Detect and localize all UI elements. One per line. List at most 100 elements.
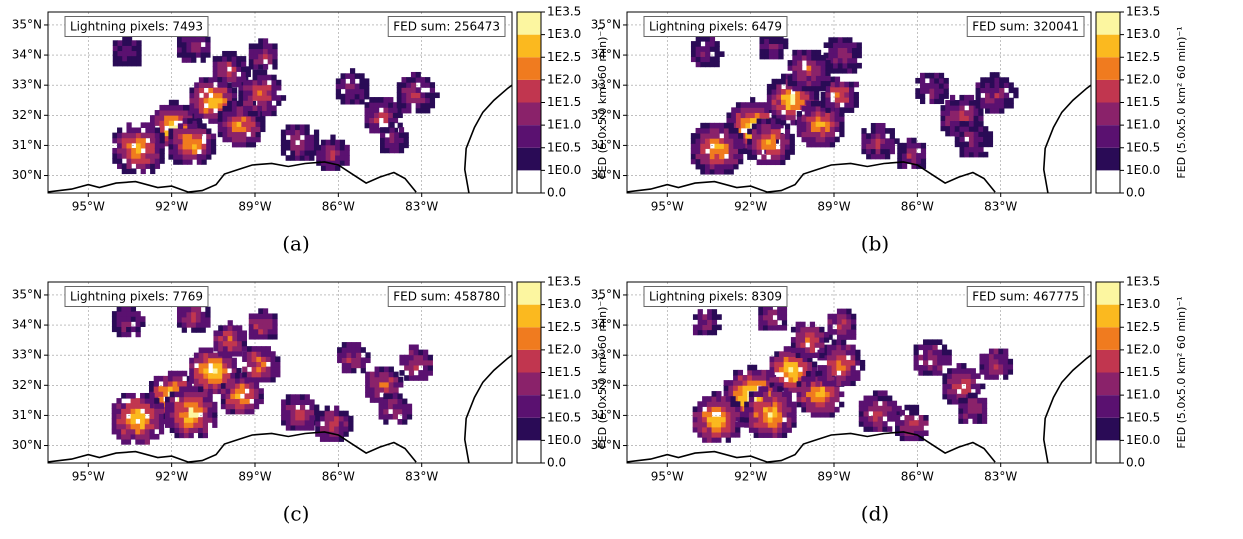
fed-pixel <box>826 344 833 351</box>
fed-pixel <box>826 375 833 381</box>
fed-pixel <box>121 326 127 333</box>
fed-pixel <box>144 423 150 430</box>
fed-pixel <box>987 131 994 137</box>
fed-pixel <box>136 40 142 46</box>
fed-pixel <box>188 406 194 413</box>
fed-pixel <box>208 102 214 109</box>
fed-pixel <box>183 115 189 121</box>
fed-pixel <box>168 148 174 155</box>
y-tick-label: 34°N <box>591 48 621 62</box>
fed-pixel <box>934 98 940 105</box>
fed-pixel <box>846 318 852 325</box>
fed-pixel <box>369 397 376 403</box>
fed-pixel <box>697 329 703 336</box>
fed-pixel <box>987 141 994 148</box>
fed-pixel <box>329 436 335 442</box>
fed-pixel <box>959 141 965 148</box>
fed-pixel <box>970 373 976 379</box>
fed-pixel <box>267 333 273 340</box>
fed-pixel <box>810 396 816 403</box>
fed-pixel <box>281 414 287 421</box>
fed-pixel <box>290 124 296 131</box>
fed-pixel <box>173 115 179 121</box>
fed-pixel <box>116 321 122 327</box>
fed-pixel <box>815 381 821 387</box>
fed-pixel <box>791 416 797 423</box>
fed-pixel <box>954 131 960 137</box>
fed-pixel <box>253 333 259 340</box>
fed-pixel <box>186 36 192 43</box>
fed-pixel <box>1007 363 1014 370</box>
fed-pixel <box>719 51 725 57</box>
fed-pixel <box>265 376 271 383</box>
colorbar-tick-label: 1E2.0 <box>1126 72 1160 86</box>
fed-pixel <box>847 62 853 69</box>
fed-pixel <box>937 370 943 376</box>
fed-pixel <box>402 413 408 420</box>
fed-pixel <box>972 418 978 424</box>
fed-pixel <box>806 54 812 61</box>
fed-pixel <box>253 48 259 55</box>
fed-pixel <box>230 393 236 399</box>
fed-pixel <box>222 116 228 122</box>
fed-pixel <box>772 401 778 408</box>
colorbar-tick-label: 1E2.0 <box>1126 342 1160 356</box>
fed-pixel <box>829 121 836 127</box>
fed-pixel <box>135 408 141 414</box>
fed-pixel <box>826 380 833 387</box>
fed-pixel <box>153 380 159 387</box>
fed-pixel <box>402 403 408 410</box>
fed-pixel <box>329 410 335 417</box>
fed-pixel <box>140 163 146 169</box>
fed-pixel <box>285 414 292 421</box>
fed-pixel <box>393 387 399 393</box>
fed-pixel <box>335 149 341 156</box>
fed-pixel <box>841 375 847 381</box>
fed-pixel <box>182 133 188 140</box>
fed-pixel <box>212 417 218 423</box>
fed-pixel <box>217 362 223 369</box>
fed-pixel <box>705 138 711 144</box>
fed-pixel <box>116 413 122 420</box>
fed-pixel <box>959 110 965 116</box>
fed-pixel <box>942 378 948 385</box>
fed-pixel <box>800 342 806 348</box>
fed-pixel <box>205 316 211 323</box>
fed-pixel <box>231 111 238 117</box>
fed-pixel <box>365 371 371 378</box>
fed-pixel <box>733 127 739 134</box>
fed-pixel <box>723 380 729 386</box>
fed-pixel <box>913 420 920 426</box>
fed-pixel <box>707 319 713 326</box>
fed-pixel <box>189 367 195 374</box>
fed-pixel <box>963 402 969 409</box>
fed-pixel <box>378 403 384 410</box>
fed-pixel <box>714 168 720 175</box>
fed-pixel <box>183 125 189 132</box>
fed-pixel <box>791 422 797 428</box>
fed-pixel <box>777 304 783 311</box>
fed-pixel <box>207 401 213 408</box>
fed-pixel <box>174 412 180 418</box>
fed-pixel <box>781 422 788 428</box>
fed-pixel <box>700 46 706 52</box>
fed-pixel <box>723 143 730 149</box>
fed-pixel <box>714 122 720 129</box>
fed-pixel <box>252 74 258 81</box>
fed-pixel <box>709 122 715 129</box>
fed-pixel <box>826 365 833 371</box>
fed-pixel <box>159 158 165 164</box>
fed-pixel <box>744 411 750 418</box>
fed-pixel <box>222 105 228 112</box>
fed-pixel <box>834 91 841 98</box>
fed-pixel <box>772 319 778 326</box>
colorbar-tick-label: 1E2.5 <box>1126 50 1160 64</box>
fed-pixel <box>836 339 842 346</box>
fed-pixel <box>425 92 431 99</box>
fed-pixel <box>413 344 419 351</box>
fed-pixel <box>320 149 327 156</box>
fed-pixel <box>783 366 789 373</box>
fed-pixel <box>758 304 764 311</box>
fed-pixel <box>913 409 920 416</box>
fed-pixel <box>125 392 132 399</box>
